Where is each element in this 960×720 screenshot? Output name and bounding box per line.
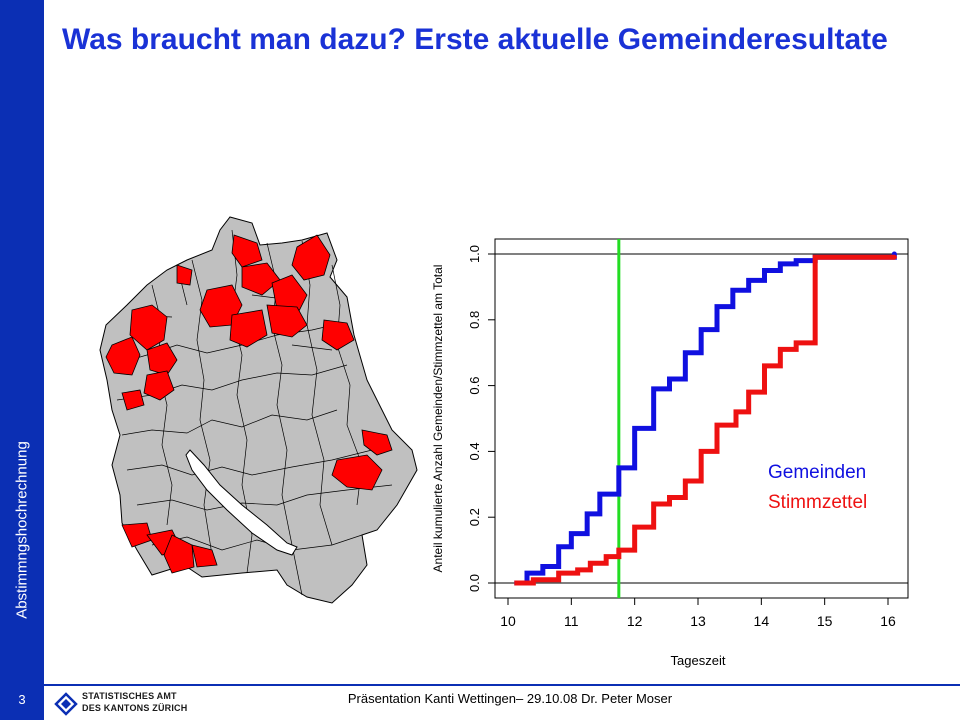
series-line-stimmzettel — [514, 254, 895, 586]
y-tick-label: 0.4 — [467, 442, 482, 460]
footer-rule — [44, 684, 960, 686]
x-tick-label: 10 — [500, 613, 516, 629]
page-number: 3 — [18, 692, 26, 707]
sidebar-bar — [0, 0, 44, 720]
legend-entry-gemeinden: Gemeinden — [768, 462, 866, 483]
highlighted-municipalities — [105, 234, 393, 574]
footer-text: Präsentation Kanti Wettingen– 29.10.08 D… — [347, 691, 673, 706]
x-tick-label: 15 — [817, 613, 833, 629]
sidebar-label: Abstimmngshochrechnung — [13, 441, 31, 619]
logo-text: STATISTISCHES AMT DES KANTONS ZÜRICH — [82, 690, 187, 714]
series-line-gemeinden — [514, 254, 897, 586]
x-tick-label: 14 — [754, 613, 770, 629]
legend-entry-stimmzettel: Stimmzettel — [768, 492, 867, 513]
canton-outline — [99, 216, 418, 604]
x-tick-label: 16 — [880, 613, 896, 629]
x-axis-label: Tageszeit — [671, 653, 726, 668]
x-tick-label: 11 — [564, 613, 579, 629]
cumulative-results-chart: 10 11 12 13 14 15 16 0.0 0.2 0.4 0.6 0.8 1.0 Tageszei… — [431, 238, 909, 668]
statistics-office-logo: STATISTISCHES AMT DES KANTONS ZÜRICH — [54, 690, 279, 718]
x-tick-label: 13 — [690, 613, 706, 629]
y-tick-label: 0.0 — [467, 574, 482, 592]
slide-title: Was braucht man dazu? Erste aktuelle Gem… — [62, 23, 888, 56]
logo-line-1: STATISTISCHES AMT — [82, 691, 177, 701]
y-axis-label: Anteil kumulierte Anzahl Gemeinden/Stimm… — [431, 265, 445, 573]
canton-map-icon — [99, 216, 418, 604]
x-tick-label: 12 — [627, 613, 643, 629]
logo-line-2: DES KANTONS ZÜRICH — [82, 703, 188, 713]
logo-mark-icon — [54, 692, 78, 716]
lake-zurich — [185, 449, 298, 556]
y-tick-label: 0.6 — [467, 377, 482, 395]
series-endpoint-stimmzettel — [891, 254, 897, 260]
y-tick-label: 0.2 — [467, 508, 482, 526]
plot-frame — [494, 238, 909, 599]
y-tick-label: 1.0 — [467, 245, 482, 263]
y-tick-label: 0.8 — [467, 311, 482, 329]
